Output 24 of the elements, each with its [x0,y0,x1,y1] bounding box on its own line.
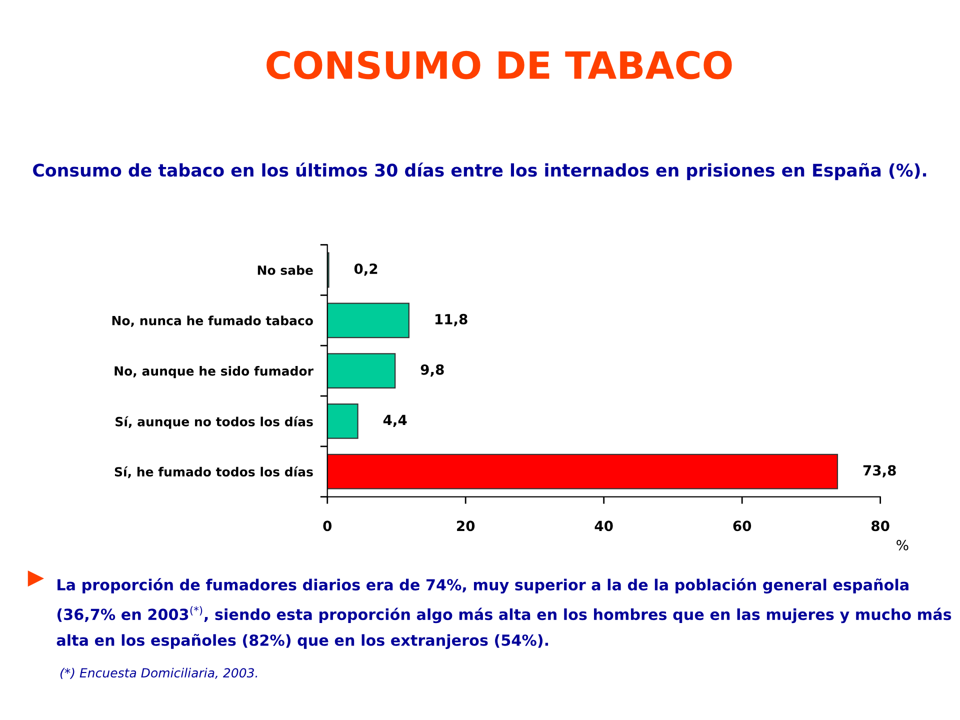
data-label: 4,4 [383,414,407,428]
y-tick-label: Sí, aunque no todos los días [116,416,313,429]
y-tick-label: No sabe [258,265,313,275]
x-tick-label: 20 [457,520,475,532]
data-label: 9,8 [420,364,444,377]
text: La proporción de fumadores diarios era de 74%, muy superior a la de la población general española (36,7% en 2003$^{(*)}$, siendo esta proporción algo más alta en los hombres que en las mujeres y mucho más alta en los españoles (82%) que en los extranjeros (54%). [56,578,952,649]
bar [327,404,358,439]
chart-title: CONSUMO DE TABACO [266,50,732,80]
y-tick-label: No, aunque he sido fumador [114,366,314,378]
data-label: 11,8 [435,314,468,326]
x-tick-label: 80 [872,520,890,532]
y-tick-label: No, nunca he fumado tabaco [112,316,313,327]
x-tick-label: 40 [594,520,613,532]
x-tick-label: 60 [733,520,752,532]
data-label: 73,8 [863,465,896,478]
text: (*) Encuesta Domiciliaria, 2003. [60,668,258,680]
bar [327,353,396,388]
data-label: 0,2 [354,264,378,276]
bar [327,454,838,490]
chart-subtitle: Consumo de tabaco en los últimos 30 días entre los internados en prisiones en España (%). [33,162,926,180]
bar [327,302,410,338]
x-tick-label: 0 [323,520,332,532]
x-axis-title: % [896,540,908,550]
y-tick-label: Sí, he fumado todos los días [114,466,313,478]
